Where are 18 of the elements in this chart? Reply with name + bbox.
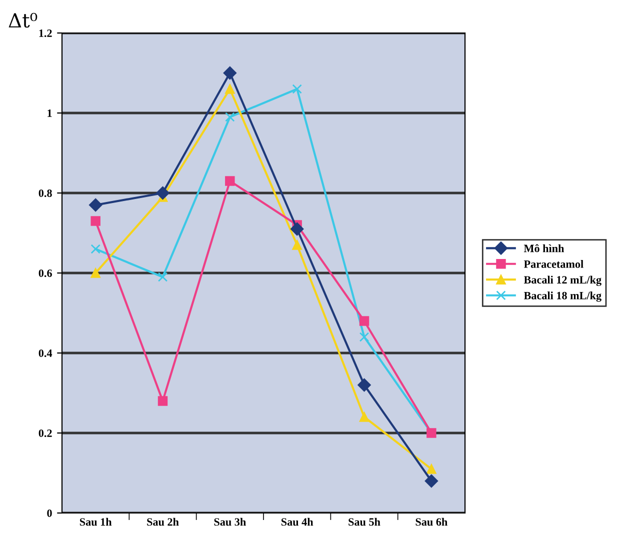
- y-tick-label: 0.2: [38, 429, 52, 438]
- y-tick-label: 1.2: [39, 29, 52, 38]
- legend-label: Paracetamol: [524, 260, 584, 268]
- y-axis-title: Δt⁰: [8, 12, 38, 28]
- y-tick-label: 0: [47, 509, 52, 517]
- x-tick-label: Sau 4h: [281, 518, 314, 526]
- x-tick-label: Sau 5h: [348, 518, 380, 526]
- x-tick-label: Sau 2h: [147, 518, 179, 526]
- x-tick-label: Sau 3h: [214, 518, 246, 526]
- x-tick-label: Sau 1h: [80, 518, 112, 526]
- y-tick-label: 0.4: [38, 349, 52, 358]
- x-tick-label: Sau 6h: [416, 518, 448, 526]
- legend-label: Bacali 12 mL/kg: [524, 276, 602, 286]
- legend-label: Bacali 18 mL/kg: [524, 292, 602, 302]
- y-tick-label: 0.6: [38, 269, 52, 278]
- y-tick-label: 1: [48, 110, 52, 117]
- legend-label: Mô hình: [524, 244, 564, 252]
- y-tick-label: 0.8: [38, 189, 52, 198]
